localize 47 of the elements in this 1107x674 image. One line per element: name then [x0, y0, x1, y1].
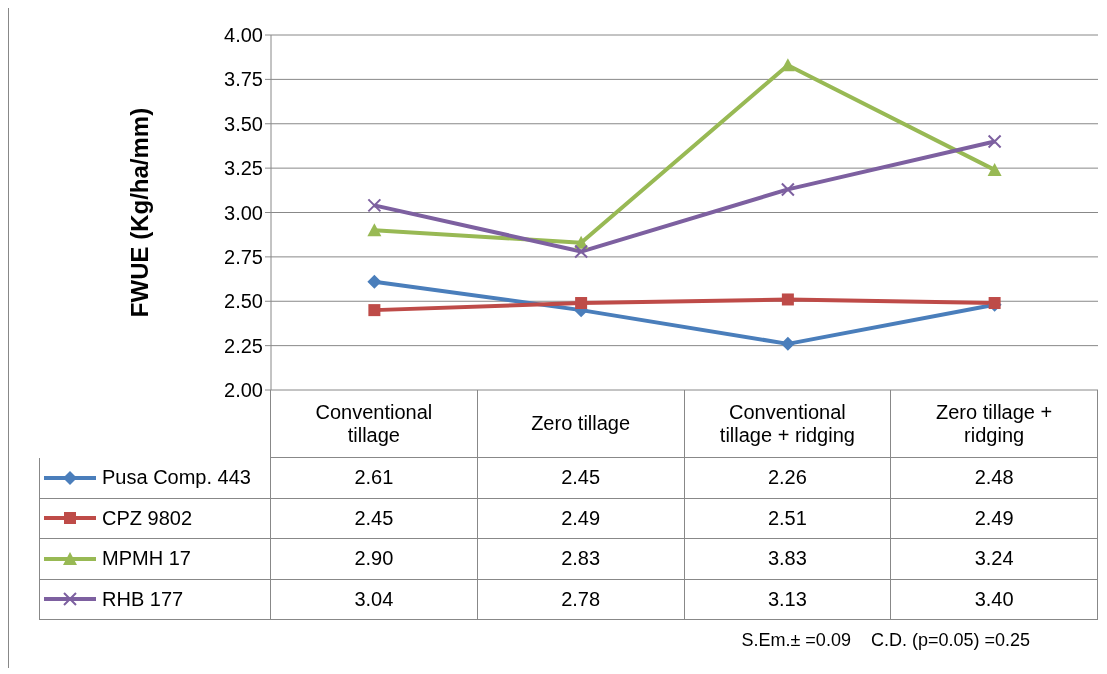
- data-label: 2.61: [271, 458, 478, 499]
- text: 2.25: [224, 334, 263, 357]
- data-label: 2.49: [477, 498, 685, 539]
- point: [367, 274, 382, 289]
- data-label: 2.49: [891, 498, 1098, 539]
- data-label: 2.45: [271, 498, 478, 539]
- text: 2.50: [224, 290, 263, 313]
- data-label: 2.48: [891, 458, 1098, 499]
- text: 3.50: [224, 112, 263, 135]
- point: [781, 293, 794, 306]
- legend-label: Pusa Comp. 443: [102, 466, 251, 490]
- legend-label: RHB 177: [102, 587, 184, 611]
- text: 2.75: [224, 245, 263, 268]
- data-label: 2.51: [684, 498, 892, 539]
- x-tick-label: Zero tillage + ridging: [891, 390, 1098, 458]
- data-label: 2.78: [477, 579, 685, 620]
- point: [987, 162, 1002, 176]
- legend-label: MPMH 17: [102, 547, 191, 571]
- legend-label: CPZ 9802: [102, 506, 193, 530]
- text: 4.00: [224, 24, 263, 47]
- text: 3.25: [224, 157, 263, 180]
- point: [368, 304, 381, 317]
- text: 3.00: [224, 201, 263, 224]
- x-tick-label: Conventional tillage: [271, 390, 478, 458]
- data-label: 2.45: [477, 458, 685, 499]
- y-axis-title: FWUE (Kg/ha/mm): [125, 107, 153, 318]
- x-tick-label: Conventional tillage + ridging: [684, 390, 892, 458]
- data-label: 3.13: [684, 579, 892, 620]
- point: [780, 182, 795, 197]
- data-label: 3.24: [891, 539, 1098, 580]
- point: [780, 336, 795, 351]
- point: [367, 223, 382, 237]
- text: 2.00: [224, 379, 263, 402]
- data-label: 3.40: [891, 579, 1098, 620]
- text: S.Em.± =0.09 C.D. (p=0.05) =0.25: [740, 630, 1031, 651]
- text: 3.75: [224, 68, 263, 91]
- x-tick-label: Zero tillage: [477, 390, 685, 458]
- data-label: 2.26: [684, 458, 892, 499]
- data-label: 3.04: [271, 579, 478, 620]
- point: [574, 244, 589, 259]
- data-label: 3.83: [684, 539, 892, 580]
- data-label: 2.90: [271, 539, 478, 580]
- point: [780, 58, 795, 72]
- point: [987, 134, 1002, 149]
- data-label: 2.83: [477, 539, 685, 580]
- point: [367, 198, 382, 213]
- point: [575, 297, 588, 310]
